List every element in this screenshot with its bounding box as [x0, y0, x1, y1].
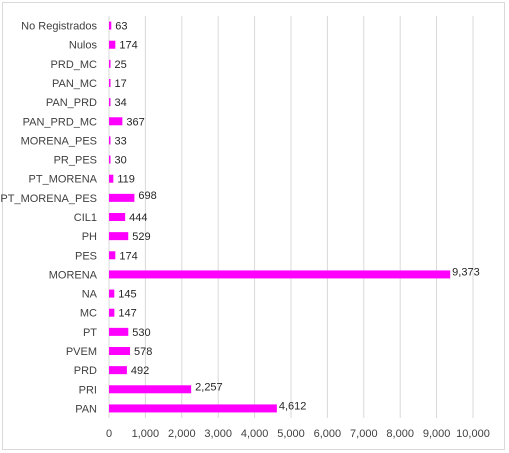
data-label: 4,612: [279, 400, 307, 412]
category-label: MORENA_PES: [21, 135, 97, 147]
data-label: 578: [134, 346, 152, 358]
category-label: MC: [80, 308, 97, 320]
data-label: 529: [132, 231, 150, 243]
x-tick-label: 4,000: [241, 428, 269, 440]
category-label: NA: [82, 289, 98, 301]
bar: [109, 40, 116, 49]
bar: [109, 366, 127, 375]
category-label: PH: [82, 231, 97, 243]
data-label: 63: [115, 21, 127, 33]
category-label: PES: [75, 250, 97, 262]
x-tick-label: 10,000: [456, 428, 490, 440]
data-label: 17: [115, 78, 127, 90]
category-label: No Registrados: [21, 21, 97, 33]
data-label: 174: [119, 40, 137, 52]
bar: [109, 385, 192, 394]
bar: [109, 59, 111, 68]
x-tick-label: 9,000: [423, 428, 451, 440]
data-label: 34: [115, 97, 127, 109]
bars: [109, 21, 451, 413]
category-label: PRD: [74, 365, 97, 377]
bar: [109, 308, 115, 317]
bar: [109, 117, 123, 126]
x-tick-label: 7,000: [350, 428, 378, 440]
x-tick-label: 2,000: [168, 428, 196, 440]
data-label: 25: [115, 59, 127, 71]
bar: [109, 347, 131, 355]
bar: [109, 155, 111, 164]
data-label: 698: [138, 190, 156, 202]
bar: [109, 213, 126, 221]
data-label: 119: [117, 174, 135, 186]
data-label: 530: [132, 327, 150, 339]
bar: [109, 193, 135, 202]
category-labels: PAN PRI PRD PVEM PT MC NA MORENA PES PH CIL1 PT_MOR…: [0, 21, 97, 416]
bar: [109, 174, 114, 183]
category-label: CIL1: [74, 212, 97, 224]
category-label: PR_PES: [54, 155, 97, 167]
x-tick-labels: 0 1,000 2,000 3,000 4,000 5,000 6,000 7,000 8,00…: [106, 428, 490, 440]
x-tick-label: 1,000: [132, 428, 160, 440]
gridlines: [108, 16, 474, 418]
category-label: PAN_MC: [52, 78, 97, 90]
category-label: PRI: [79, 384, 97, 396]
bar: [109, 327, 129, 336]
data-labels: 4,612 2,257 492 578 530 147 145 9,373 174 529 444 6…: [115, 21, 480, 413]
data-label: 145: [118, 289, 136, 301]
category-label: PVEM: [66, 346, 97, 358]
category-label: MORENA: [49, 269, 98, 281]
category-label: PAN: [75, 403, 97, 415]
bar: [109, 232, 129, 241]
category-label: PT_MORENA: [29, 174, 98, 186]
bar: [109, 404, 277, 413]
data-label: 492: [131, 365, 149, 377]
data-label: 33: [115, 135, 127, 147]
category-label: PT_MORENA_PES: [0, 193, 97, 205]
bar: [109, 270, 451, 279]
category-label: PAN_PRD_MC: [23, 116, 97, 128]
bar: [109, 251, 116, 260]
data-label: 30: [115, 155, 127, 167]
category-label: PAN_PRD: [46, 97, 97, 109]
x-tick-label: 8,000: [386, 428, 414, 440]
bar: [109, 21, 112, 30]
data-label: 147: [118, 308, 136, 320]
x-tick-label: 3,000: [204, 428, 232, 440]
data-label: 367: [126, 116, 144, 128]
x-tick-label: 0: [106, 428, 112, 440]
data-label: 9,373: [452, 266, 480, 278]
x-tick-label: 5,000: [277, 428, 305, 440]
chart-area: [2, 2, 505, 450]
data-label: 2,257: [195, 381, 223, 393]
bar: [109, 136, 111, 145]
data-label: 444: [129, 212, 147, 224]
bar: [109, 98, 111, 107]
bar: [109, 289, 115, 298]
category-label: PT: [83, 327, 97, 339]
category-label: PRD_MC: [51, 59, 98, 71]
data-label: 174: [119, 250, 137, 262]
bar: [109, 79, 111, 87]
x-tick-label: 6,000: [314, 428, 342, 440]
category-label: Nulos: [69, 40, 98, 52]
